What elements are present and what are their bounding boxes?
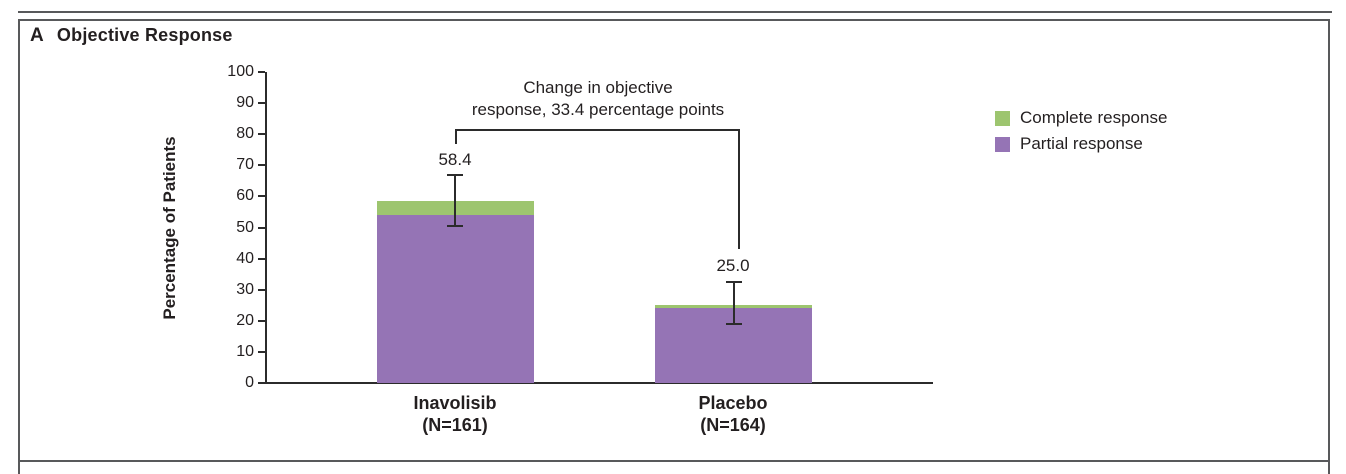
category-name: Placebo	[698, 393, 768, 413]
y-tick-label: 100	[227, 63, 254, 80]
y-tick-label: 30	[236, 280, 254, 298]
y-tick	[258, 288, 265, 291]
y-tick	[258, 382, 265, 384]
panel-letter: A	[30, 25, 44, 46]
error-bar-cap-bottom	[725, 322, 742, 325]
panel-divider	[18, 460, 1330, 462]
y-tick	[258, 226, 265, 229]
category-n: (N=161)	[422, 415, 488, 435]
y-tick-label: 80	[236, 125, 254, 143]
bar-segment-partial	[376, 215, 534, 383]
legend-label: Partial response	[1020, 134, 1143, 153]
annotation-line-1: Change in objective	[523, 78, 673, 97]
legend-item-complete-response: Complete response	[995, 105, 1167, 131]
x-axis-line	[265, 382, 933, 384]
partial-response-swatch-icon	[995, 136, 1010, 152]
y-axis-line	[265, 72, 267, 383]
y-tick-label: 10	[236, 342, 254, 360]
error-bar-line	[454, 174, 456, 226]
comparison-bracket-horizontal	[455, 129, 740, 131]
annotation-line-2: response, 33.4 percentage points	[471, 100, 725, 119]
error-bar-cap-top	[447, 173, 463, 176]
complete-response-swatch-icon	[995, 110, 1010, 126]
y-tick-label: 90	[236, 94, 254, 112]
legend-item-partial-response: Partial response	[995, 131, 1167, 157]
legend-label: Complete response	[1020, 108, 1168, 127]
y-tick	[258, 164, 265, 167]
error-bar-line	[732, 281, 735, 324]
annotation-text: Change in objective response, 33.4 perce…	[398, 77, 798, 121]
x-category-label-placebo: Placebo (N=164)	[633, 392, 833, 436]
panel-border	[18, 19, 1330, 474]
category-name: Inavolisib	[413, 393, 497, 413]
y-tick-label: 40	[236, 249, 254, 267]
panel-title: Objective Response	[56, 25, 233, 45]
error-bar-cap-bottom	[447, 224, 463, 227]
y-axis-title: Percentage of Patients	[160, 136, 179, 320]
category-n: (N=164)	[700, 415, 766, 435]
y-tick	[258, 102, 265, 105]
y-tick-label: 70	[236, 156, 254, 174]
value-label-inavolisib: 58.4	[438, 150, 472, 169]
y-tick	[258, 350, 265, 353]
y-tick	[258, 71, 265, 73]
figure-top-rule	[18, 11, 1332, 13]
comparison-bracket-left-stub	[455, 129, 457, 144]
value-label-placebo: 25.0	[716, 256, 750, 275]
y-tick	[258, 195, 265, 198]
y-tick-label: 60	[236, 187, 254, 205]
y-tick	[258, 257, 265, 260]
error-bar-cap-top	[725, 280, 742, 283]
x-category-label-inavolisib: Inavolisib (N=161)	[355, 392, 555, 436]
y-tick-label: 50	[236, 218, 254, 236]
comparison-bracket-right-stub	[738, 129, 740, 249]
y-tick	[258, 319, 265, 322]
y-tick-label: 20	[236, 311, 254, 329]
panel-heading: A Objective Response	[30, 25, 233, 47]
legend: Complete response Partial response	[995, 105, 1167, 157]
y-tick-label: 0	[245, 374, 254, 391]
y-tick	[258, 133, 265, 136]
